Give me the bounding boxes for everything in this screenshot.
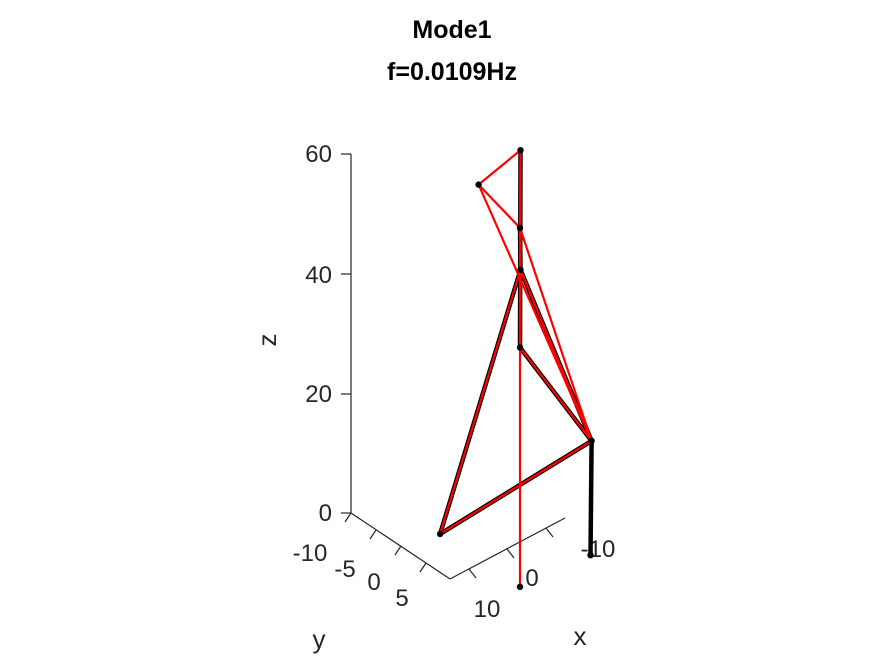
deformed-member-12 [477, 183, 593, 442]
deformed-member-13 [518, 226, 593, 442]
node-markers [436, 147, 595, 590]
y-tick-mark-minus10 [344, 512, 352, 523]
chart-title-line-1: Mode1 [412, 16, 491, 44]
node-marker [587, 552, 594, 559]
y-tick-mark-minus5 [369, 529, 377, 540]
z-axis-label: z [252, 334, 282, 347]
z-tick-label-0: 0 [319, 500, 332, 527]
node-marker [516, 344, 524, 351]
x-axis-line [449, 517, 566, 580]
node-marker [517, 266, 524, 273]
y-axis-label: y [313, 624, 326, 654]
y-tick-mark-0 [394, 545, 402, 556]
deformed-member-8 [477, 149, 522, 186]
node-marker [516, 224, 524, 232]
tick-labels: 0 20 40 60 -10 -5 0 5 10 0 -10 [293, 141, 616, 623]
z-tick-label-60: 60 [305, 141, 332, 168]
deformed-member-2 [518, 346, 593, 442]
node-marker [517, 147, 524, 154]
y-tick-label-minus10: -10 [293, 540, 328, 567]
y-tick-mark-5 [419, 562, 427, 573]
x-tick-label-10: 10 [474, 596, 501, 623]
undeformed-frame [437, 147, 594, 558]
deformed-member-5 [439, 268, 522, 536]
z-tick-label-40: 40 [305, 262, 332, 289]
y-tick-label-5: 5 [395, 585, 408, 612]
node-marker [436, 530, 444, 538]
x-axis-label: x [574, 621, 587, 651]
chart-title-line-2: f=0.0109Hz [387, 58, 517, 86]
node-marker [588, 437, 595, 445]
x-tick-mark-10 [468, 568, 477, 579]
deformed-member-3 [439, 439, 593, 536]
x-tick-label-0: 0 [525, 565, 538, 592]
deformed-mode-shape [439, 149, 593, 588]
undeformed-member-7 [588, 438, 594, 558]
node-marker [516, 583, 524, 590]
x-tick-mark-minus10 [545, 527, 554, 538]
x-tick-mark-0 [506, 548, 515, 559]
y-tick-label-minus5: -5 [334, 556, 355, 583]
deformed-member-9 [477, 183, 522, 229]
z-tick-label-20: 20 [305, 381, 332, 408]
axes-box [341, 153, 566, 580]
x-tick-label-minus10: -10 [581, 536, 616, 563]
y-tick-label-0: 0 [367, 569, 380, 596]
node-marker [475, 181, 482, 188]
